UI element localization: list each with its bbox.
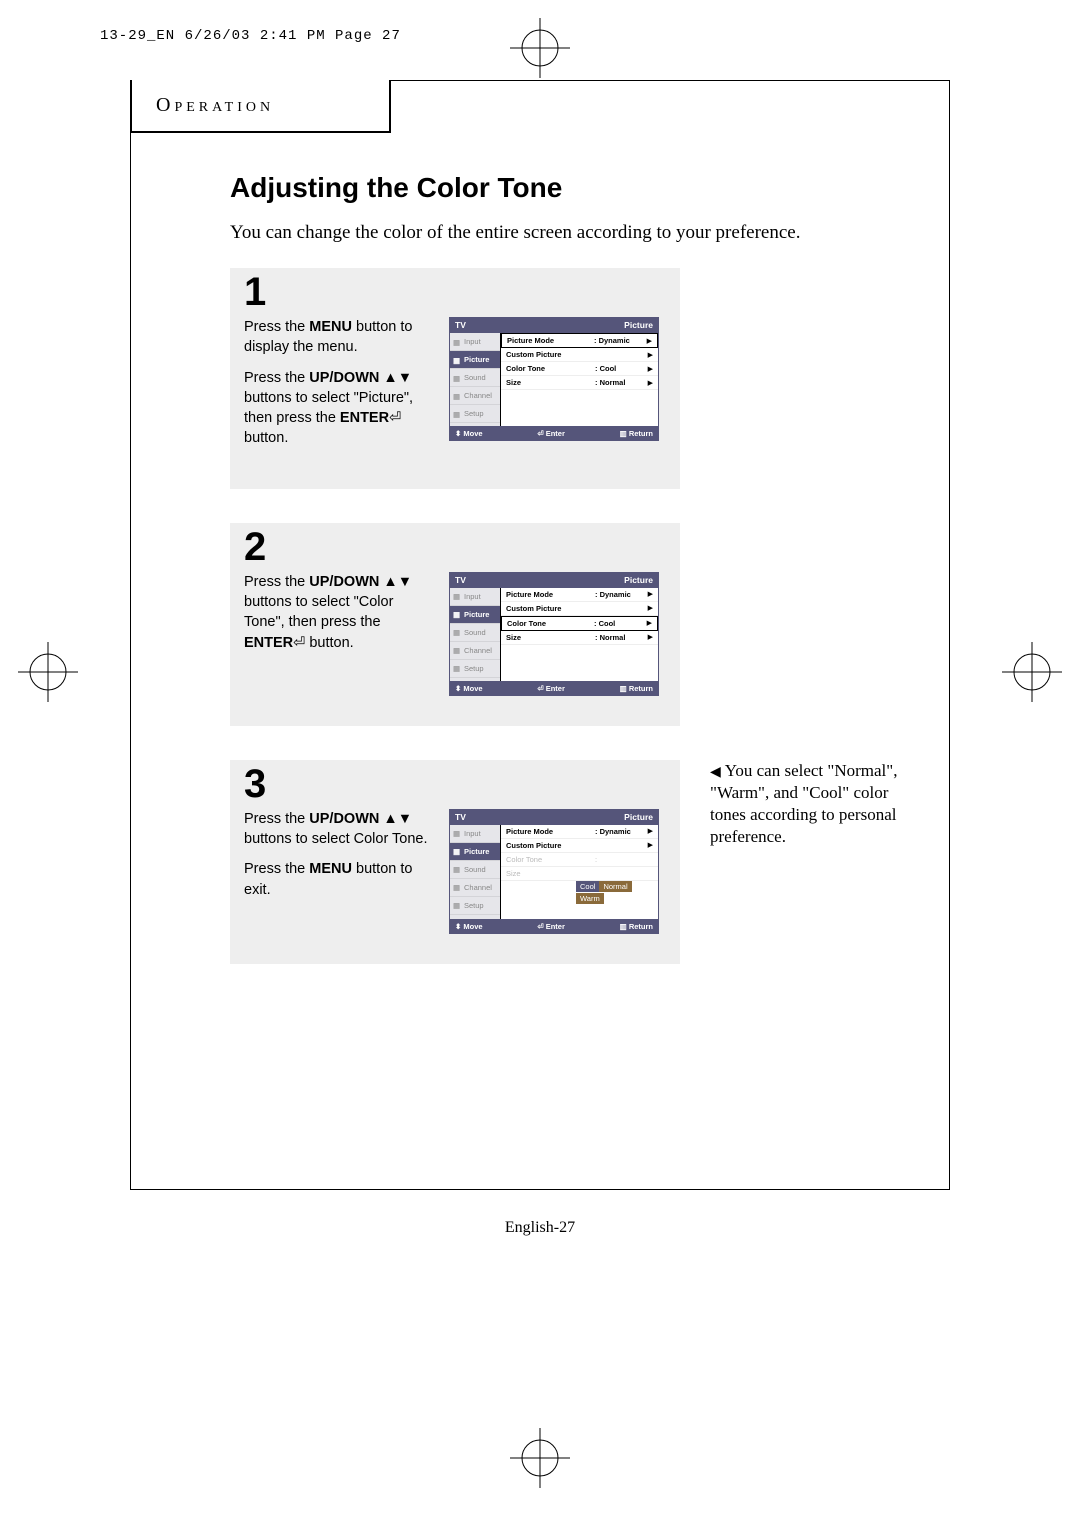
osd-main: Picture Mode: Dynamic▶ Custom Picture▶ C…	[500, 588, 658, 681]
osd-row: Picture Mode: Dynamic▶	[501, 588, 658, 602]
page-content: Adjusting the Color Tone You can change …	[230, 172, 910, 998]
osd-row: Color Tone: Cool▶	[501, 616, 658, 631]
intro-text: You can change the color of the entire s…	[230, 222, 910, 244]
osd-header: TVPicture	[449, 572, 659, 588]
osd-sidebar-item: ▦Setup	[450, 405, 500, 423]
osd-sidebar-item: ▦Input	[450, 333, 500, 351]
page-number: English-27	[505, 1219, 575, 1237]
step-box-3: 3 Press the UP/DOWN ▲▼ buttons to select…	[230, 760, 680, 964]
osd-sidebar-item: ▦Picture	[450, 351, 500, 369]
osd-sidebar: ▦Input▦Picture▦Sound▦Channel▦Setup	[450, 825, 500, 919]
step-text: Press the UP/DOWN ▲▼ buttons to select C…	[244, 809, 429, 934]
osd-footer: ⬍ Move ⏎ Enter ▥ Return	[449, 426, 659, 441]
osd-options: CoolNormalWarm	[576, 881, 658, 905]
osd-sidebar-item: ▦Sound	[450, 369, 500, 387]
osd-sidebar-item: ▦Setup	[450, 660, 500, 678]
doc-meta-header: 13-29_EN 6/26/03 2:41 PM Page 27	[100, 28, 401, 44]
osd-row: Color Tone:	[501, 853, 658, 867]
crop-mark-bottom	[510, 1428, 570, 1488]
osd-sidebar-item: ▦Channel	[450, 387, 500, 405]
osd-sidebar-item: ▦Channel	[450, 879, 500, 897]
step-number: 3	[244, 762, 666, 807]
osd-sidebar-item: ▦Input	[450, 825, 500, 843]
side-note: ◀You can select "Normal", "Warm", and "C…	[710, 760, 920, 848]
osd-screen: TVPicture ▦Input▦Picture▦Sound▦Channel▦S…	[449, 317, 659, 459]
step-number: 2	[244, 525, 666, 570]
osd-sidebar-item: ▦Picture	[450, 843, 500, 861]
osd-sidebar-item: ▦Sound	[450, 861, 500, 879]
osd-option: Cool	[576, 881, 599, 892]
step-box-2: 2 Press the UP/DOWN ▲▼ buttons to select…	[230, 523, 680, 726]
osd-screen: TVPicture ▦Input▦Picture▦Sound▦Channel▦S…	[449, 809, 659, 934]
osd-sidebar-item: ▦Setup	[450, 897, 500, 915]
osd-row: Custom Picture▶	[501, 839, 658, 853]
crop-mark-right	[1002, 642, 1062, 702]
osd-sidebar-item: ▦Picture	[450, 606, 500, 624]
osd-header: TVPicture	[449, 317, 659, 333]
step-box-1: 1 Press the MENU button to display the m…	[230, 268, 680, 489]
osd-sidebar-item: ▦Channel	[450, 642, 500, 660]
osd-screen: TVPicture ▦Input▦Picture▦Sound▦Channel▦S…	[449, 572, 659, 696]
osd-footer: ⬍ Move ⏎ Enter ▥ Return	[449, 681, 659, 696]
osd-row: Size: Normal▶	[501, 376, 658, 390]
step-number: 1	[244, 270, 666, 315]
step-text: Press the UP/DOWN ▲▼ buttons to select "…	[244, 572, 429, 696]
osd-row: Color Tone: Cool▶	[501, 362, 658, 376]
osd-row: Size: Normal▶	[501, 631, 658, 645]
osd-row: Size	[501, 867, 658, 881]
osd-row: Custom Picture▶	[501, 348, 658, 362]
osd-sidebar: ▦Input▦Picture▦Sound▦Channel▦Setup	[450, 333, 500, 426]
osd-row: Picture Mode: Dynamic▶	[501, 333, 658, 348]
osd-sidebar-item: ▦Sound	[450, 624, 500, 642]
step-text: Press the MENU button to display the men…	[244, 317, 429, 459]
osd-row: Custom Picture▶	[501, 602, 658, 616]
osd-sidebar-item: ▦Input	[450, 588, 500, 606]
page-title: Adjusting the Color Tone	[230, 172, 910, 204]
osd-main: Picture Mode: Dynamic▶ Custom Picture▶ C…	[500, 825, 658, 919]
crop-mark-top	[510, 18, 570, 78]
osd-option: Normal	[599, 881, 631, 892]
osd-sidebar: ▦Input▦Picture▦Sound▦Channel▦Setup	[450, 588, 500, 681]
osd-header: TVPicture	[449, 809, 659, 825]
section-header: Operation	[130, 80, 391, 133]
osd-option: Warm	[576, 893, 604, 904]
osd-main: Picture Mode: Dynamic▶ Custom Picture▶ C…	[500, 333, 658, 426]
osd-row: Picture Mode: Dynamic▶	[501, 825, 658, 839]
crop-mark-left	[18, 642, 78, 702]
osd-footer: ⬍ Move ⏎ Enter ▥ Return	[449, 919, 659, 934]
